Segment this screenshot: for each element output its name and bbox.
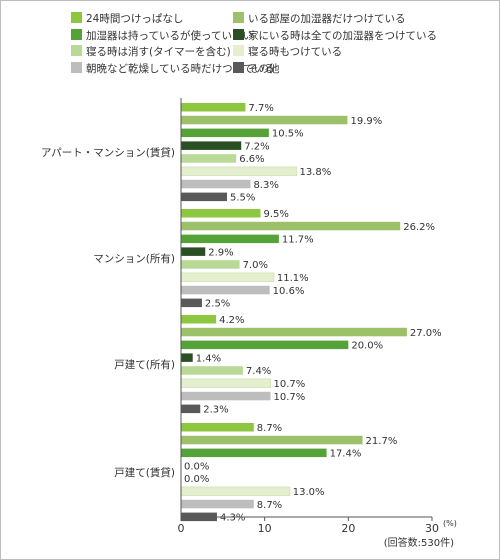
x-tick-label-3: 30 (425, 522, 439, 535)
value-label-g1-s7: 2.5% (205, 299, 230, 310)
bar-g0-s1 (181, 115, 348, 125)
bar-g1-s6 (181, 285, 270, 295)
value-label-g2-s4: 7.4% (246, 366, 271, 377)
legend-swatch-1 (233, 12, 244, 23)
category-label-3: 戸建て(賃貸) (114, 466, 175, 479)
legend-label-7: その他 (248, 62, 280, 75)
bar-g0-s3 (181, 141, 242, 150)
value-label-g2-s7: 2.3% (203, 405, 228, 416)
value-label-g2-s6: 10.7% (274, 392, 306, 403)
value-label-g0-s4: 6.6% (239, 154, 264, 165)
x-axis: (%) (回答数:530件) 0 10 20 30 (178, 98, 457, 549)
legend-swatch-7 (233, 62, 244, 73)
value-label-g1-s6: 10.6% (273, 286, 305, 297)
bar-g0-s4 (181, 154, 237, 163)
value-label-g1-s4: 7.0% (243, 260, 268, 271)
legend-label-0: 24時間つけっぱなし (86, 13, 183, 25)
value-label-g3-s4: 0.0% (184, 474, 209, 485)
bar-g2-s1 (181, 327, 407, 337)
bar-g1-s1 (181, 221, 401, 231)
value-label-g3-s3: 0.0% (184, 461, 209, 472)
x-tick-label-1: 10 (258, 522, 272, 535)
value-label-g1-s3: 2.9% (208, 247, 233, 258)
bar-g2-s7 (181, 404, 201, 414)
bar-g2-s0 (181, 315, 217, 324)
bar-g1-s5 (180, 272, 275, 282)
x-tick-label-2: 20 (341, 522, 355, 535)
respondent-note: (回答数:530件) (384, 536, 454, 549)
category-label-0: アパート・マンション(賃貸) (41, 146, 175, 159)
value-label-g3-s1: 21.7% (366, 436, 398, 447)
value-label-g0-s5: 13.8% (299, 167, 331, 178)
bar-g3-s6 (181, 499, 254, 509)
bar-g2-s6 (181, 391, 271, 401)
bar-g2-s5 (180, 378, 272, 388)
value-label-g3-s0: 8.7% (257, 423, 282, 434)
value-label-g2-s0: 4.2% (219, 315, 244, 326)
x-unit-label: (%) (443, 519, 457, 528)
value-label-g0-s0: 7.7% (248, 103, 273, 114)
bar-g0-s5 (180, 166, 297, 176)
bar-g1-s3 (181, 247, 206, 256)
value-label-g0-s3: 7.2% (244, 141, 269, 152)
legend-label-2: 加湿器は持っているが使っていない (86, 29, 253, 42)
legend-label-6: 朝晩など乾燥している時だけつけている (86, 62, 275, 75)
value-label-g0-s2: 10.5% (272, 129, 304, 140)
bar-g3-s0 (181, 423, 254, 432)
value-label-g1-s2: 11.7% (282, 235, 314, 246)
value-label-g0-s6: 8.3% (253, 180, 278, 191)
legend-swatch-0 (71, 12, 82, 23)
value-label-g1-s1: 26.2% (403, 222, 435, 233)
bar-g2-s3 (181, 353, 193, 362)
value-label-g3-s6: 8.7% (257, 500, 282, 511)
bar-g0-s6 (181, 179, 251, 189)
legend-label-1: いる部屋の加湿器だけつけている (248, 12, 406, 25)
bar-g3-s1 (181, 435, 363, 445)
legend-swatch-4 (71, 45, 82, 56)
bar-g1-s0 (181, 209, 261, 218)
bar-g2-s2 (181, 340, 349, 350)
legend-swatch-3 (233, 29, 244, 40)
category-label-2: 戸建て(所有) (114, 358, 175, 371)
legend: 24時間つけっぱなし いる部屋の加湿器だけつけている加湿器は持っているが使っていな… (71, 12, 437, 75)
legend-swatch-5 (233, 45, 244, 56)
legend-label-3: 家にいる時は全ての加湿器をつけている (248, 29, 437, 42)
value-label-g3-s2: 17.4% (330, 449, 362, 460)
legend-label-4: 寝る時は消す(タイマーを含む) (86, 45, 231, 58)
x-tick-label-0: 0 (178, 522, 185, 535)
bar-g1-s4 (181, 260, 240, 269)
value-label-g3-s7: 4.3% (220, 513, 245, 524)
value-label-g2-s3: 1.4% (196, 353, 221, 364)
bar-g0-s2 (181, 128, 269, 138)
bar-g3-s5 (180, 486, 291, 496)
value-label-g1-s0: 9.5% (263, 209, 288, 220)
plot-area: 7.7% 19.9% 10.5%7.2% 6.6% 13.8% 8.3% 5.5% アパート・… (41, 103, 442, 524)
value-label-g0-s7: 5.5% (230, 193, 255, 204)
value-label-g2-s1: 27.0% (410, 328, 442, 339)
category-label-1: マンション(所有) (93, 252, 175, 265)
value-label-g3-s5: 13.0% (293, 487, 325, 498)
legend-swatch-6 (71, 62, 82, 73)
legend-label-5: 寝る時もつけている (248, 45, 342, 58)
value-label-g2-s2: 20.0% (351, 341, 383, 352)
bar-g1-s2 (181, 234, 279, 244)
bar-g0-s0 (181, 103, 246, 112)
bar-g1-s7 (181, 298, 202, 308)
bar-g3-s2 (181, 448, 327, 458)
value-label-g0-s1: 19.9% (350, 116, 382, 127)
value-label-g2-s5: 10.7% (274, 379, 306, 390)
bar-g0-s7 (181, 192, 228, 202)
bar-g2-s4 (181, 366, 243, 375)
legend-swatch-2 (71, 29, 82, 40)
value-label-g1-s5: 11.1% (277, 273, 309, 284)
